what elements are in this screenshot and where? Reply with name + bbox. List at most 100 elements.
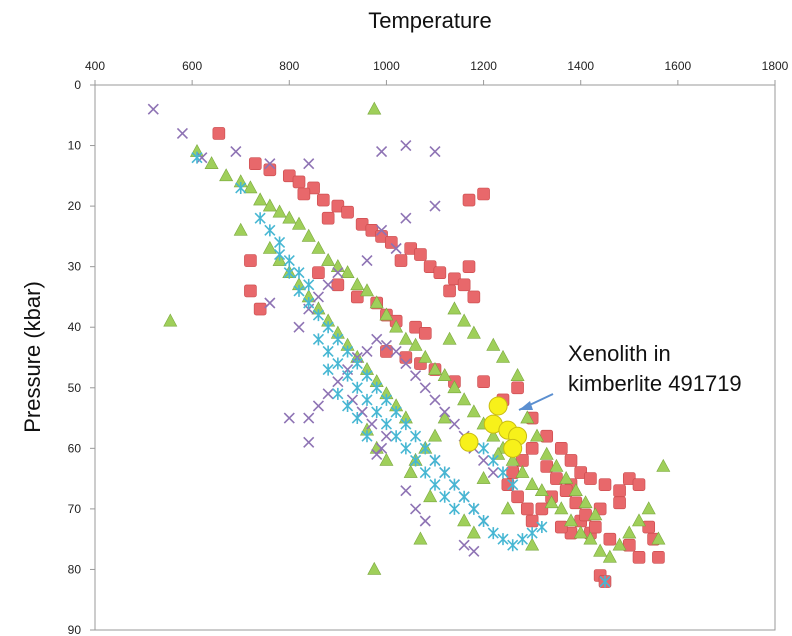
x-point: [410, 503, 422, 515]
square-point: [613, 484, 626, 498]
asterisk-point: [487, 527, 499, 540]
y-tick-label: 20: [68, 199, 82, 213]
triangle-point: [423, 489, 438, 503]
square-point: [603, 532, 617, 546]
triangle-point: [262, 240, 277, 254]
x-point: [312, 291, 324, 303]
asterisk-point: [419, 442, 431, 455]
asterisk-point: [429, 478, 441, 491]
square-point: [394, 254, 408, 267]
triangle-point: [457, 513, 472, 527]
square-point: [297, 187, 311, 201]
triangle-point: [554, 501, 569, 515]
x-point: [429, 200, 441, 212]
asterisk-point: [191, 151, 203, 164]
square-point: [535, 502, 549, 516]
x-point: [380, 430, 392, 442]
asterisk-point: [303, 278, 315, 291]
triangle-point: [403, 464, 418, 478]
triangle-point: [602, 549, 617, 563]
asterisk-point: [410, 430, 422, 443]
triangle-point: [427, 428, 443, 442]
asterisk-point: [371, 381, 383, 394]
asterisk-point: [380, 393, 392, 406]
asterisk-point: [332, 333, 344, 346]
x-point: [264, 158, 276, 170]
asterisk-point: [293, 266, 305, 279]
triangle-point: [578, 495, 593, 509]
asterisk-point: [283, 254, 295, 267]
x-point: [390, 345, 402, 358]
asterisk-point: [332, 387, 344, 400]
x-point: [264, 297, 276, 309]
y-tick-label: 90: [68, 623, 82, 636]
triangle-point: [163, 313, 178, 327]
square-point: [477, 187, 490, 201]
triangle-point: [500, 501, 515, 515]
x-tick-label: 1600: [665, 59, 692, 73]
triangle-point: [311, 240, 326, 254]
x-tick-label: 400: [85, 59, 105, 73]
square-point: [321, 211, 335, 225]
square-point: [316, 193, 330, 207]
y-axis-title: Pressure (kbar): [20, 281, 45, 433]
asterisk-point: [400, 418, 412, 431]
square-point: [564, 454, 578, 467]
triangle-point: [359, 283, 375, 297]
annotation: Xenolith in kimberlite 491719: [518, 341, 742, 411]
square-point: [467, 290, 481, 304]
asterisk-point: [478, 515, 490, 527]
triangle-point: [534, 483, 549, 497]
y-tick-label: 70: [68, 502, 82, 516]
x-point: [448, 418, 460, 430]
triangle-point: [437, 410, 452, 424]
y-tick-label: 30: [68, 260, 82, 274]
triangle-point: [583, 531, 598, 545]
asterisk-point: [516, 533, 528, 546]
x-point: [322, 388, 334, 400]
triangle-point: [369, 295, 384, 309]
y-tick-label: 40: [68, 320, 82, 334]
square-point: [632, 478, 646, 491]
x-tick-label: 1200: [470, 59, 497, 73]
asterisk-point: [448, 478, 460, 491]
square-point: [554, 520, 568, 534]
triangle-point: [301, 228, 316, 242]
triangle-point: [641, 501, 656, 515]
square-point: [652, 551, 665, 564]
asterisk-point: [497, 466, 509, 479]
x-point: [303, 158, 315, 170]
asterisk-point: [361, 393, 373, 406]
x-point: [400, 212, 412, 224]
x-point: [366, 418, 378, 430]
asterisk-point: [536, 521, 548, 534]
x-tick-label: 600: [182, 59, 202, 73]
triangle-point: [457, 392, 472, 406]
x-point: [419, 515, 431, 527]
asterisk-point: [342, 345, 354, 358]
x-point: [390, 242, 402, 255]
triangle-point: [559, 470, 574, 484]
asterisk-point: [487, 454, 499, 467]
square-point: [341, 205, 354, 219]
square-point: [384, 236, 398, 249]
x-point: [196, 152, 208, 164]
y-axis-ticks: 0 10 20 30 40 50 60 70 80 90: [68, 78, 95, 636]
square-point: [457, 278, 471, 292]
asterisk-point: [410, 454, 422, 467]
x-point: [303, 412, 315, 424]
x-point: [419, 382, 431, 394]
x-point: [293, 321, 305, 333]
square-point: [350, 290, 364, 304]
x-point: [400, 485, 412, 497]
x-point: [346, 394, 358, 406]
triangle-point: [573, 525, 588, 539]
triangle-point: [486, 428, 501, 442]
x-point: [439, 406, 451, 418]
triangle-point: [656, 458, 671, 472]
x-point: [478, 454, 490, 467]
annotation-arrowhead: [519, 401, 533, 410]
asterisk-point: [478, 442, 490, 455]
x-point: [376, 146, 388, 158]
